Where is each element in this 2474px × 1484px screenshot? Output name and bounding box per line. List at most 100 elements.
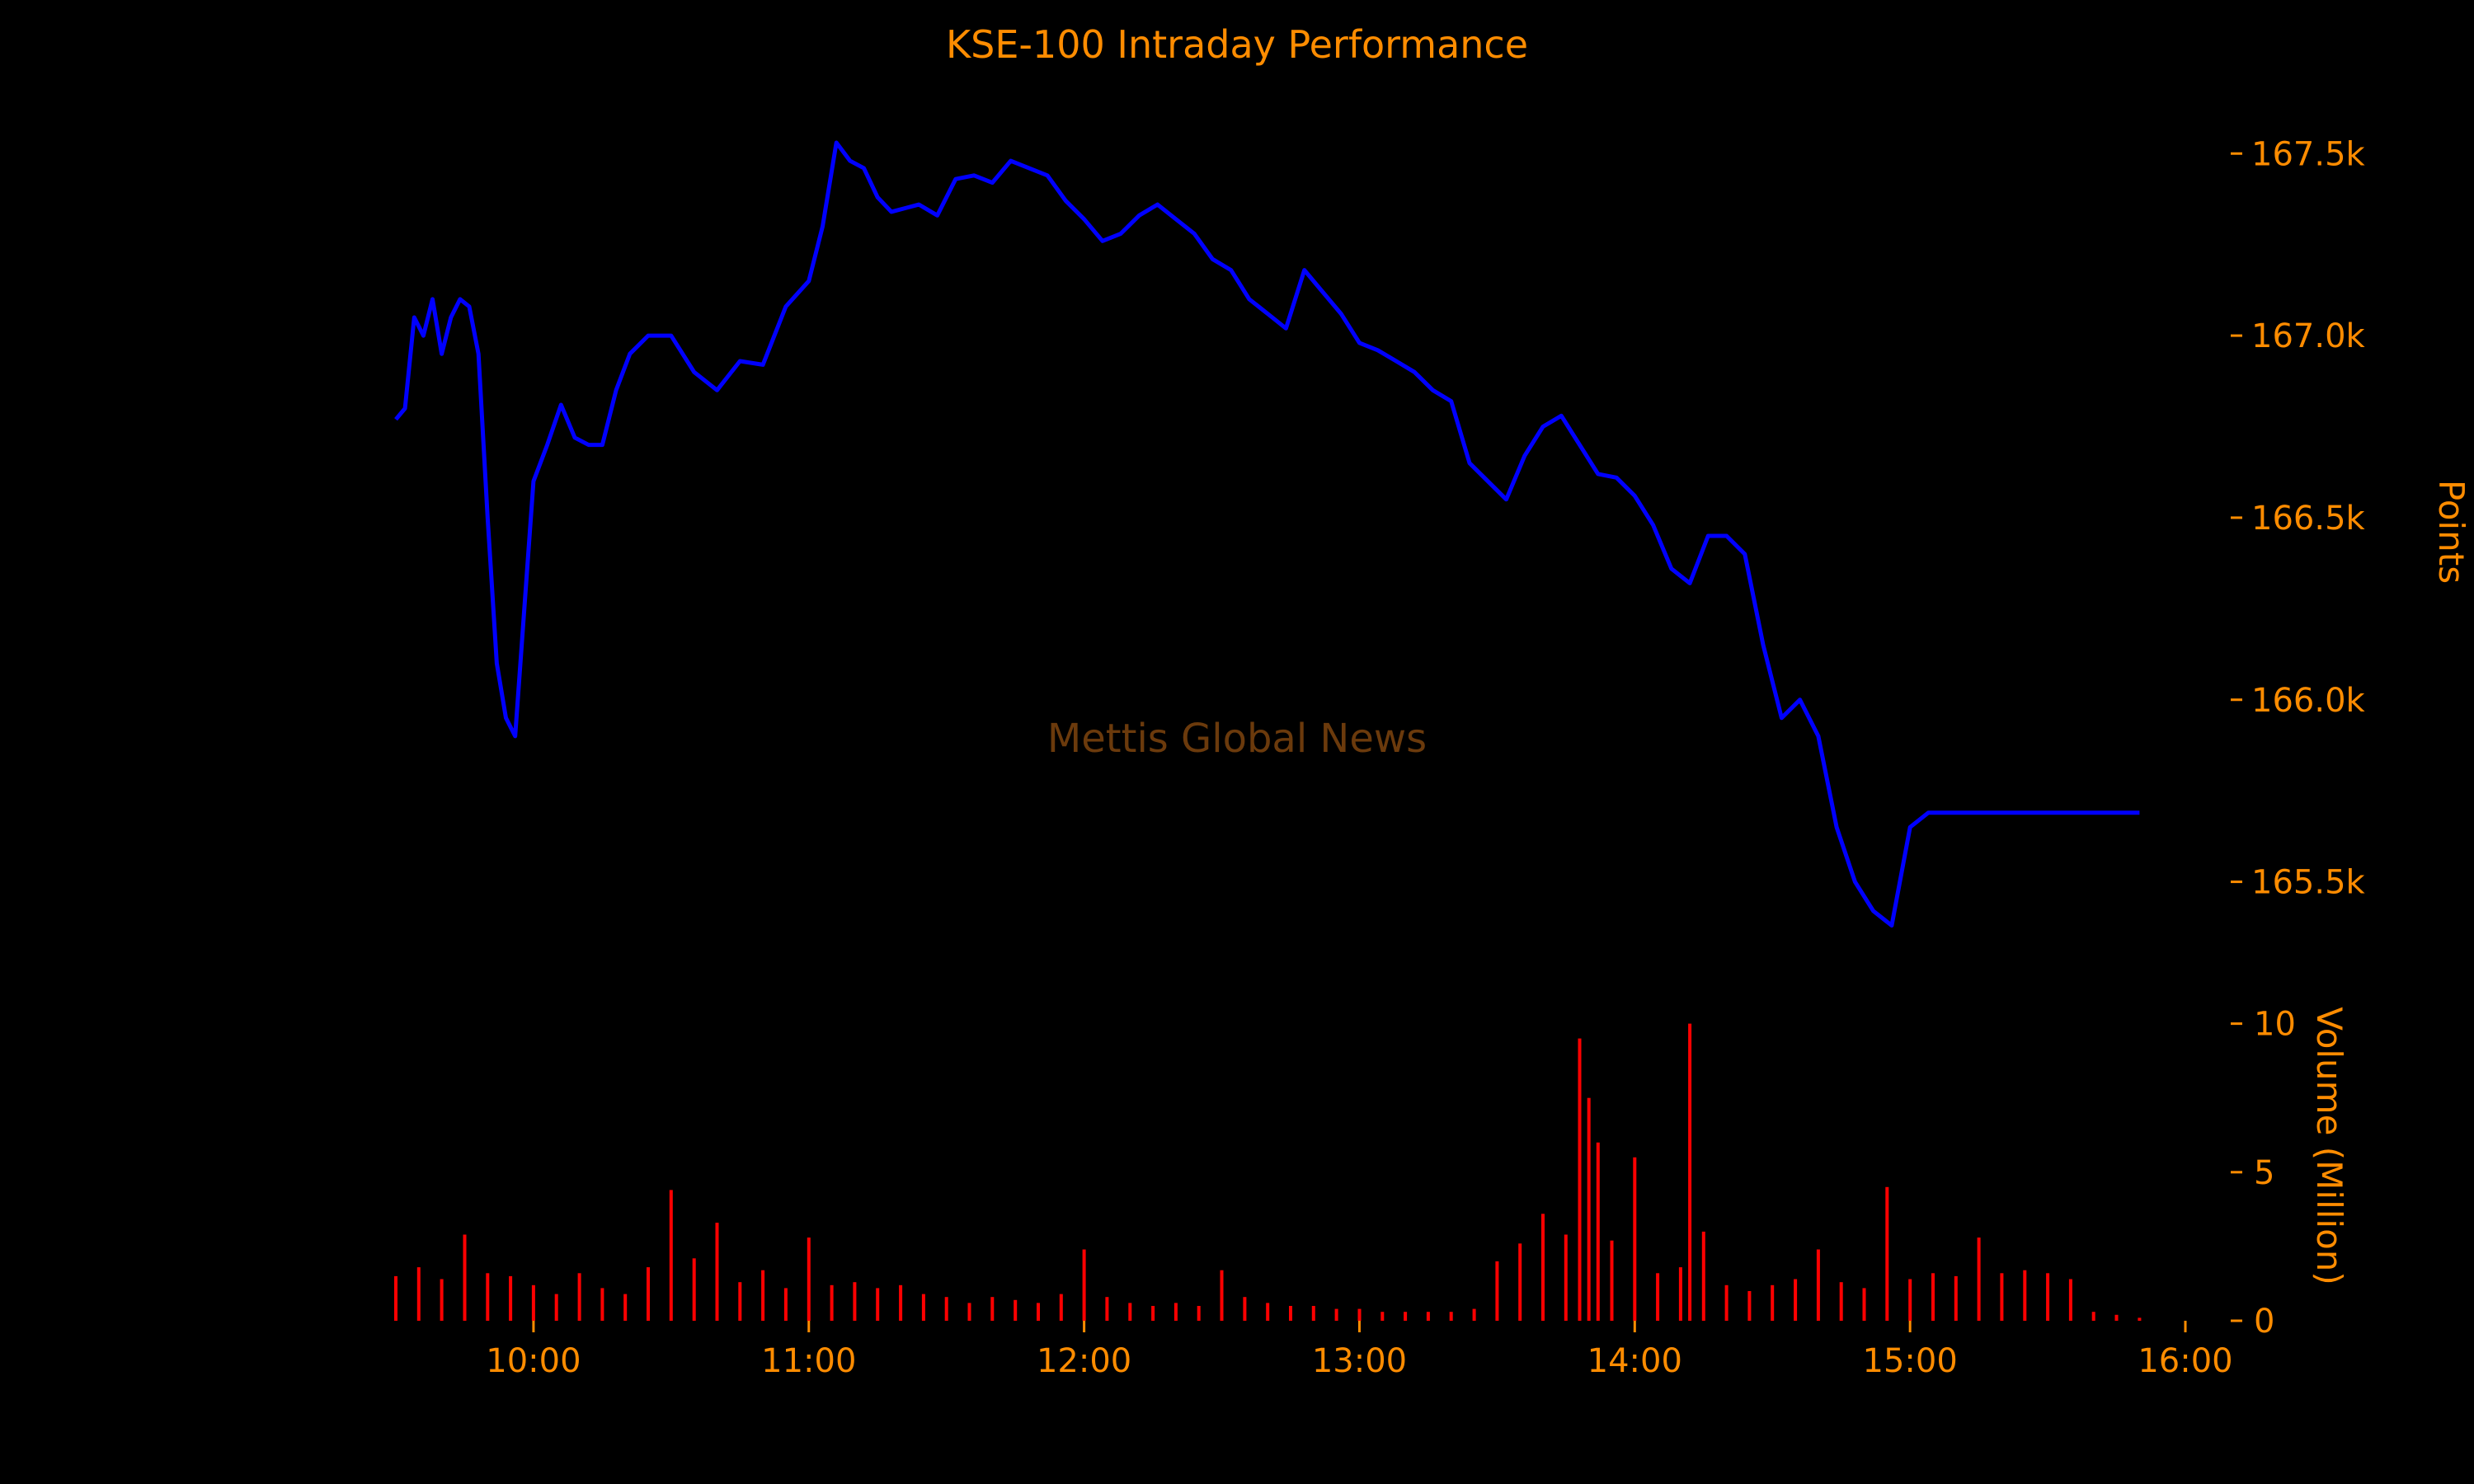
volume-bar [967,1303,971,1321]
price-y-tick-label: 166.5k [2251,500,2366,538]
volume-bar [1908,1279,1912,1321]
volume-bar [1771,1284,1775,1321]
volume-bar [1977,1237,1981,1321]
volume-bar [830,1284,834,1321]
volume-bar [2023,1270,2027,1321]
volume-bar [1701,1231,1705,1321]
volume-bar [1862,1288,1866,1321]
volume-bar [1610,1240,1614,1321]
watermark-text: Mettis Global News [1047,716,1427,762]
volume-bar [738,1282,742,1321]
volume-bar [1495,1261,1499,1321]
volume-bar [1151,1306,1155,1321]
x-tick-label: 11:00 [761,1342,856,1380]
x-tick-label: 16:00 [2138,1342,2232,1380]
volume-bar [647,1267,650,1321]
volume-bar [1059,1294,1063,1321]
volume-bar [1839,1282,1843,1321]
price-y-tick-label: 165.5k [2251,864,2366,902]
volume-bar [1794,1279,1798,1321]
volume-bar [1541,1214,1545,1321]
volume-bar [1014,1299,1018,1321]
volume-bar [440,1279,444,1321]
volume-bar [1633,1157,1637,1321]
volume-bar [1128,1303,1132,1321]
volume-panel: 0 5 10 Volume (Million) 10:00 11:00 12:00 13:… [394,1006,2349,1380]
volume-bars [394,1023,2142,1321]
volume-bar [554,1294,558,1321]
volume-bar [715,1223,719,1321]
x-tick-label: 12:00 [1037,1342,1131,1380]
volume-bar [1472,1308,1476,1321]
volume-bar [1885,1186,1889,1321]
volume-bar [783,1288,788,1321]
volume-bar [1105,1297,1109,1321]
volume-bar [1518,1243,1522,1321]
volume-bar [1578,1038,1582,1321]
price-y-tick-label: 167.0k [2251,317,2366,355]
volume-y-tick-label: 0 [2254,1303,2274,1341]
volume-bar [1037,1303,1040,1321]
volume-bar [1174,1303,1178,1321]
volume-y-axis-label: Volume (Million) [2309,1007,2349,1285]
volume-bar [2068,1279,2072,1321]
volume-bar [2114,1314,2119,1321]
volume-bar [1220,1270,1224,1321]
volume-bar [807,1237,811,1321]
volume-bar [692,1258,696,1321]
volume-bar [1311,1306,1315,1321]
volume-y-axis: 0 5 10 [2231,1006,2296,1341]
volume-bar [1816,1249,1820,1321]
x-tick-label: 14:00 [1587,1342,1682,1380]
volume-bar [1747,1291,1752,1321]
volume-bar [1334,1308,1338,1321]
volume-bar [899,1284,903,1321]
x-tick-label: 13:00 [1312,1342,1407,1380]
volume-bar [2138,1317,2142,1321]
volume-bar [1082,1249,1086,1321]
volume-bar [1587,1097,1591,1321]
volume-bar [1688,1023,1692,1321]
volume-bar [2046,1273,2050,1321]
volume-bar [761,1270,765,1321]
volume-bar [1426,1312,1430,1321]
volume-bar [416,1267,421,1321]
volume-bar [1596,1142,1600,1321]
volume-bar [944,1297,948,1321]
x-tick-label: 10:00 [486,1342,581,1380]
volume-bar [990,1297,995,1321]
volume-bar [1404,1312,1408,1321]
volume-bar [463,1234,467,1321]
volume-bar [921,1294,925,1321]
volume-bar [486,1273,490,1321]
volume-bar [1678,1267,1682,1321]
volume-bar [623,1294,628,1321]
volume-bar [1449,1312,1453,1321]
volume-bar [1357,1308,1362,1321]
volume-bar [1564,1234,1568,1321]
volume-bar [1931,1273,1935,1321]
volume-y-tick-label: 5 [2254,1154,2274,1192]
price-y-tick-label: 167.5k [2251,135,2366,173]
volume-y-tick-label: 10 [2254,1006,2296,1044]
price-panel: 165.5k 166.0k 166.5k 167.0k 167.5k Points [394,135,2472,928]
volume-bar [509,1275,513,1321]
volume-bar [2000,1273,2004,1321]
x-tick-label: 15:00 [1863,1342,1958,1380]
volume-bar [669,1190,673,1321]
chart-title: KSE-100 Intraday Performance [946,22,1528,67]
volume-bar [394,1275,397,1321]
volume-bar [1289,1306,1292,1321]
volume-bar [1656,1273,1660,1321]
time-x-axis: 10:00 11:00 12:00 13:00 14:00 15:00 16:00 [486,1321,2233,1380]
volume-bar [876,1288,880,1321]
price-y-axis-label: Points [2431,480,2472,584]
volume-bar [600,1288,604,1321]
price-series-line [394,140,2140,928]
volume-bar [577,1273,581,1321]
volume-bar [853,1282,857,1321]
volume-bar [1724,1284,1729,1321]
volume-bar [1954,1275,1958,1321]
price-y-axis: 165.5k 166.0k 166.5k 167.0k 167.5k [2231,135,2366,902]
